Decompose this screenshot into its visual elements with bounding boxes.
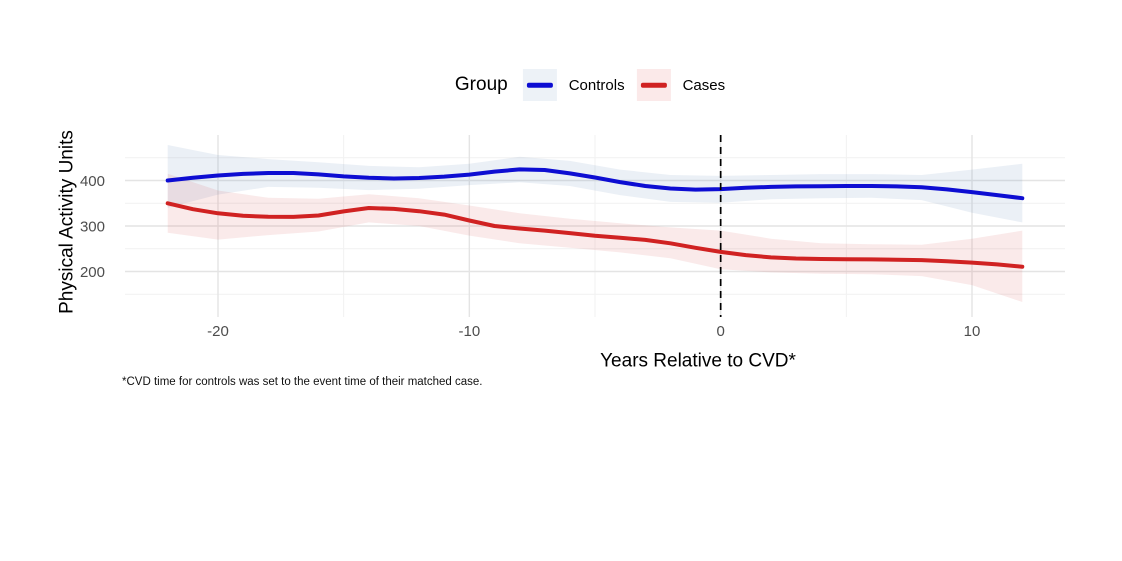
- y-tick-label: 400: [80, 173, 105, 190]
- legend-title: Group: [454, 74, 508, 95]
- x-tick-label: 0: [716, 323, 724, 340]
- legend-label-controls: Controls: [568, 76, 625, 94]
- cases-confidence-ribbon: [167, 173, 1023, 302]
- controls-confidence-ribbon: [167, 145, 1023, 223]
- x-tick-label: -10: [458, 323, 480, 340]
- x-tick-label: 10: [964, 323, 981, 340]
- x-tick-label: -20: [207, 323, 229, 340]
- x-axis-title: Years Relative to CVD*: [600, 350, 796, 372]
- controls-line: [165, 167, 1025, 201]
- controls-key-swatch: [522, 69, 557, 101]
- cases-key-swatch: [636, 69, 671, 101]
- y-tick-label: 300: [80, 219, 105, 236]
- controls-key-line-icon: [526, 82, 553, 88]
- legend-item-cases: Cases: [636, 69, 726, 101]
- y-axis-title: Physical Activity Units: [56, 130, 78, 314]
- y-tick-label: 200: [80, 264, 105, 281]
- legend-label-cases: Cases: [682, 76, 726, 94]
- footnote: *CVD time for controls was set to the ev…: [122, 376, 483, 388]
- cases-line: [165, 201, 1025, 269]
- legend: Group Controls Cases: [455, 69, 725, 101]
- legend-item-controls: Controls: [522, 69, 625, 101]
- cases-key-line-icon: [640, 82, 667, 88]
